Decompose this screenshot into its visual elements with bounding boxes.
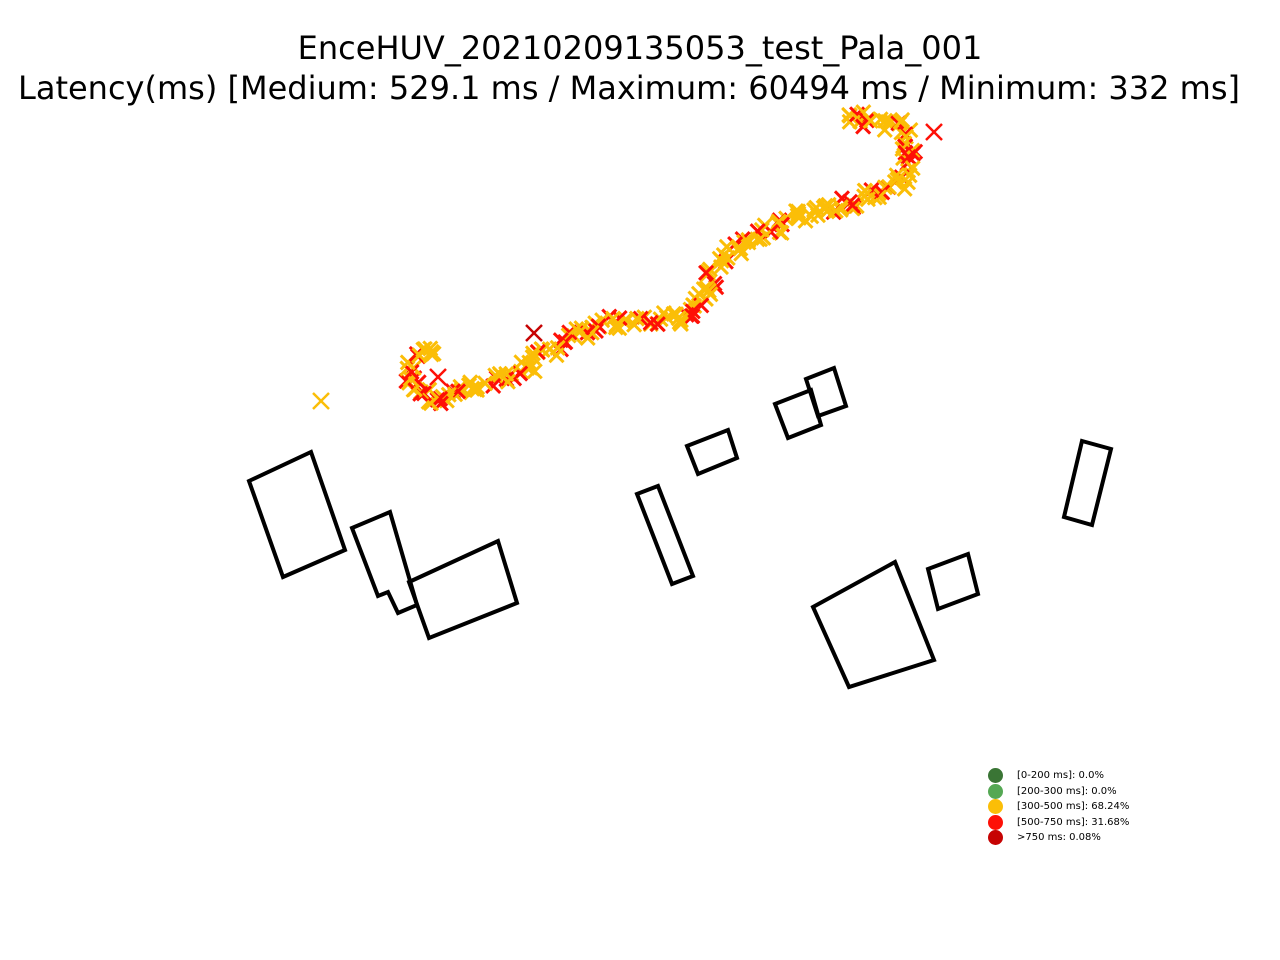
- legend: [0-200 ms]: 0.0% [200-300 ms]: 0.0% [300…: [988, 768, 1129, 846]
- latency-point: [468, 381, 486, 399]
- building-1: [246, 449, 348, 580]
- latency-point: [901, 167, 918, 184]
- latency-point: [522, 359, 539, 376]
- legend-marker: [988, 799, 1003, 815]
- latency-point: [713, 252, 730, 269]
- latency-point: [806, 201, 823, 219]
- outlier-point: [312, 392, 330, 410]
- legend-item-0-200: [0-200 ms]: 0.0%: [988, 768, 1129, 784]
- building-7: [803, 365, 849, 419]
- outlier-point: [925, 123, 943, 141]
- legend-label: [500-750 ms]: 31.68%: [1017, 816, 1130, 828]
- building-9: [810, 559, 937, 690]
- latency-point: [790, 205, 807, 222]
- legend-label: >750 ms: 0.08%: [1017, 832, 1101, 844]
- legend-marker: [988, 830, 1003, 846]
- latency-point: [859, 191, 876, 208]
- latency-point: [403, 363, 420, 380]
- latency-point: [858, 112, 875, 129]
- latency-point: [818, 203, 836, 220]
- latency-point: [790, 209, 807, 226]
- legend-item-500-750: [500-750 ms]: 31.68%: [988, 814, 1130, 831]
- legend-label: [200-300 ms]: 0.0%: [1017, 785, 1117, 797]
- latency-point: [524, 345, 542, 362]
- legend-item-over-750: >750 ms: 0.08%: [988, 830, 1129, 846]
- latency-point: [684, 307, 701, 325]
- legend-marker: [988, 783, 1003, 799]
- building-6: [772, 387, 824, 441]
- latency-point: [876, 121, 893, 138]
- legend-label: [0-200 ms]: 0.0%: [1017, 770, 1104, 782]
- building-5: [684, 427, 740, 477]
- latency-point: [671, 314, 688, 331]
- building-4: [634, 483, 696, 587]
- latency-point: [491, 365, 508, 382]
- legend-item-200-300: [200-300 ms]: 0.0%: [988, 783, 1129, 800]
- chart-subtitle: Latency(ms) [Medium: 529.1 ms / Maximum:…: [18, 69, 1240, 107]
- legend-marker: [988, 814, 1003, 830]
- outlier-point: [525, 324, 543, 342]
- legend-label: [300-500 ms]: 68.24%: [1017, 801, 1130, 813]
- building-2: [349, 509, 420, 616]
- building-8: [1061, 438, 1114, 528]
- buildings-layer: [246, 365, 1114, 690]
- chart-title: EnceHUV_20210209135053_test_Pala_001: [297, 29, 983, 67]
- legend-marker: [988, 768, 1003, 784]
- latency-point: [697, 264, 715, 281]
- legend-item-300-500: [300-500 ms]: 68.24%: [988, 799, 1129, 815]
- latency-point: [425, 345, 442, 362]
- latency-points-layer: [312, 104, 943, 412]
- latency-point: [605, 310, 622, 327]
- building-3: [406, 538, 520, 641]
- building-10: [925, 551, 981, 612]
- outlier-point: [429, 368, 447, 386]
- latency-point: [642, 314, 659, 331]
